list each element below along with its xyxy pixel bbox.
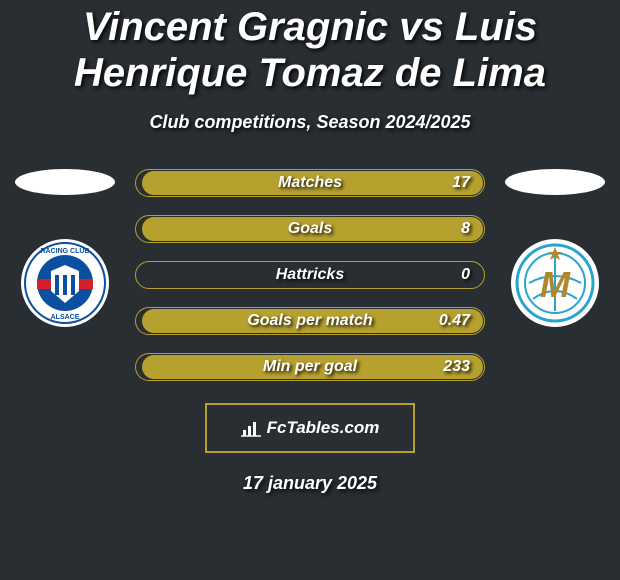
bar-chart-icon xyxy=(241,418,261,438)
left-crest: RACING CLUB ALSACE xyxy=(21,239,109,327)
stat-label: Matches xyxy=(136,174,484,192)
stat-value: 0 xyxy=(461,266,470,284)
stat-row: Min per goal 233 xyxy=(135,353,485,381)
footer-text: FcTables.com xyxy=(267,418,380,438)
subtitle: Club competitions, Season 2024/2025 xyxy=(0,112,620,133)
left-side: RACING CLUB ALSACE xyxy=(15,169,115,327)
svg-text:M: M xyxy=(540,264,571,305)
stat-value: 8 xyxy=(461,220,470,238)
stat-row: Hattricks 0 xyxy=(135,261,485,289)
stat-label: Goals per match xyxy=(136,312,484,330)
stat-value: 233 xyxy=(443,358,470,376)
stat-row: Goals per match 0.47 xyxy=(135,307,485,335)
strasbourg-crest-icon: RACING CLUB ALSACE xyxy=(21,239,109,327)
stat-row: Goals 8 xyxy=(135,215,485,243)
svg-text:RACING CLUB: RACING CLUB xyxy=(41,248,90,255)
right-crest: M xyxy=(511,239,599,327)
comparison-area: RACING CLUB ALSACE Matches 17 Goals 8 Ha… xyxy=(0,169,620,381)
stat-value: 0.47 xyxy=(439,312,470,330)
marseille-crest-icon: M xyxy=(511,239,599,327)
right-player-slot xyxy=(505,169,605,195)
stat-value: 17 xyxy=(452,174,470,192)
right-side: M xyxy=(505,169,605,327)
page-title: Vincent Gragnic vs Luis Henrique Tomaz d… xyxy=(0,0,620,96)
date-text: 17 january 2025 xyxy=(0,473,620,494)
stats-column: Matches 17 Goals 8 Hattricks 0 Goals per… xyxy=(135,169,485,381)
stat-label: Min per goal xyxy=(136,358,484,376)
stat-row: Matches 17 xyxy=(135,169,485,197)
footer-logo-box: FcTables.com xyxy=(205,403,415,453)
svg-text:ALSACE: ALSACE xyxy=(51,314,80,321)
stat-label: Hattricks xyxy=(136,266,484,284)
stat-label: Goals xyxy=(136,220,484,238)
left-player-slot xyxy=(15,169,115,195)
